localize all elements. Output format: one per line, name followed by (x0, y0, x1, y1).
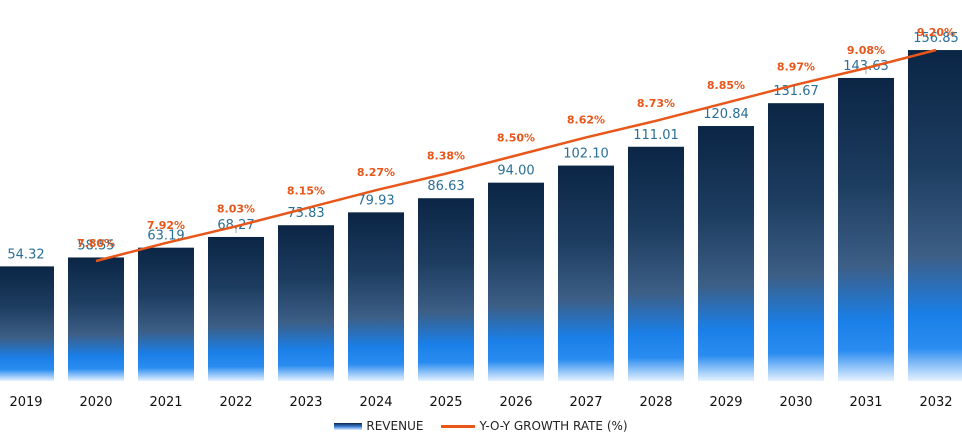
bar-2030 (768, 103, 824, 381)
bar-value-label: 120.84 (703, 107, 749, 122)
legend-swatch-growth (441, 424, 476, 428)
bar-value-label: 54.32 (7, 247, 44, 262)
bar-2028 (628, 146, 684, 381)
bar-value-label: 131.67 (773, 84, 819, 99)
bar-2027 (558, 165, 614, 381)
legend: REVENUE Y-O-Y GROWTH RATE (%) (0, 417, 962, 435)
growth-rate-label: 8.73% (637, 97, 675, 110)
x-tick-label: 2028 (639, 395, 672, 410)
growth-rate-label: 8.38% (427, 150, 465, 163)
legend-label-revenue: REVENUE (366, 419, 424, 433)
growth-rate-label: 8.97% (777, 61, 815, 74)
growth-rate-label: 8.27% (357, 166, 395, 179)
bar-value-label: 111.01 (633, 128, 679, 143)
bar-2029 (698, 126, 754, 381)
bar-2020 (68, 257, 124, 381)
growth-rate-label: 8.15% (287, 184, 325, 197)
bar-2022 (208, 236, 264, 381)
bar-value-label: 86.63 (427, 179, 464, 194)
growth-rate-line (95, 48, 937, 263)
bar-2024 (348, 212, 404, 381)
bar-value-label: 156.85 (913, 31, 959, 46)
x-tick-label: 2027 (569, 395, 602, 410)
bar-2021 (138, 247, 194, 381)
x-tick-label: 2029 (709, 395, 742, 410)
legend-item-revenue: REVENUE (334, 419, 423, 433)
bar-value-label: 79.93 (357, 193, 394, 208)
growth-rate-label: 9.20% (917, 26, 955, 39)
x-tick-label: 2023 (289, 395, 322, 410)
growth-rate-label: 7.80% (77, 237, 115, 250)
x-tick-label: 2019 (9, 395, 42, 410)
x-tick-label: 2030 (779, 395, 812, 410)
growth-rate-label: 7.92% (147, 219, 185, 232)
x-tick-label: 2022 (219, 395, 252, 410)
x-tick-label: 2021 (149, 395, 182, 410)
growth-rate-label: 8.85% (707, 79, 745, 92)
legend-item-growth: Y-O-Y GROWTH RATE (%) (441, 419, 628, 433)
legend-swatch-revenue (334, 422, 363, 430)
x-tick-label: 2031 (849, 395, 882, 410)
bar-2025 (418, 198, 474, 381)
bar-2019 (0, 266, 54, 381)
x-tick-label: 2025 (429, 395, 462, 410)
bar-value-label: 58.55 (77, 238, 114, 253)
bar-2032 (908, 50, 962, 381)
combo-chart: 54.3258.5563.1968.2773.8379.9386.6394.00… (0, 26, 962, 410)
x-tick-label: 2024 (359, 395, 392, 410)
x-tick-label: 2020 (79, 395, 112, 410)
growth-rate-label: 8.03% (217, 202, 255, 215)
bar-value-label: 102.10 (563, 147, 609, 162)
growth-rate-label: 8.62% (567, 113, 605, 126)
growth-rate-label: 9.08% (847, 44, 885, 57)
x-tick-label: 2032 (919, 395, 952, 410)
bar-2023 (278, 225, 334, 381)
growth-rate-label: 8.50% (497, 132, 535, 145)
bar-value-label: 94.00 (497, 164, 534, 179)
bar-2031 (838, 77, 894, 381)
legend-label-growth: Y-O-Y GROWTH RATE (%) (479, 419, 628, 433)
x-tick-label: 2026 (499, 395, 532, 410)
bar-2026 (488, 182, 544, 381)
